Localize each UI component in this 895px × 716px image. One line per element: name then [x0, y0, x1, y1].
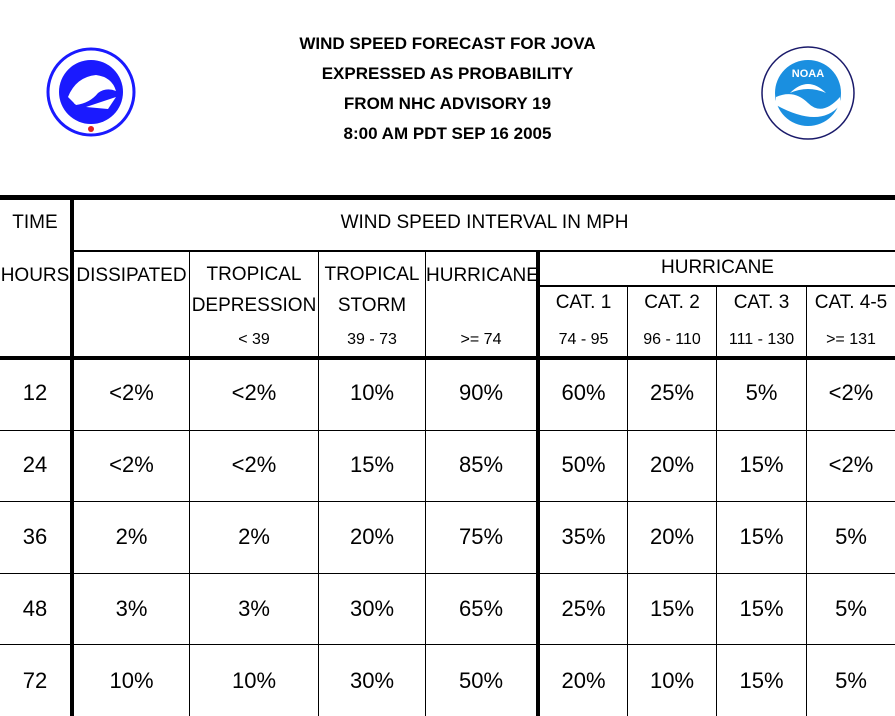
header-interval: WIND SPEED INTERVAL IN MPH [340, 212, 629, 233]
table-cell-probability: 3% [238, 596, 270, 621]
table-cell-probability: 5% [745, 380, 778, 405]
table-cell-hours: 36 [22, 524, 48, 549]
table-cell-probability: 20% [349, 524, 395, 549]
header-ts-line1: TROPICAL [324, 264, 420, 285]
header-bottom-border [0, 356, 895, 360]
noaa-logo-text: NOAA [792, 68, 824, 80]
table-cell-probability: 2% [238, 524, 270, 549]
table-cell-probability: 60% [561, 380, 606, 405]
noaa-logo: NOAA [761, 46, 855, 140]
table-cell-probability: 15% [739, 524, 784, 549]
table-cell-probability: 3% [115, 596, 148, 621]
column-divider-5 [627, 285, 628, 716]
table-cell-probability: 15% [349, 452, 395, 477]
table-cell-probability: 10% [109, 668, 154, 693]
column-divider-1 [189, 250, 190, 716]
table-cell-probability: 15% [739, 668, 784, 693]
table-cell-probability: 2% [115, 524, 148, 549]
title-line-2: EXPRESSED AS PROBABILITY [321, 64, 574, 83]
table-cell-probability: <2% [828, 380, 874, 405]
row-divider-2 [0, 501, 895, 502]
header-time: TIME [12, 212, 58, 233]
table-cell-probability: 50% [458, 668, 504, 693]
header-hours: HOURS [0, 265, 70, 286]
header-hurricane: HURRICANE [426, 265, 539, 286]
table-cell-hours: 72 [22, 668, 48, 693]
header-td-range: < 39 [238, 331, 270, 348]
table-cell-probability: 10% [349, 380, 395, 405]
column-divider-7 [806, 285, 807, 716]
table-cell-hours: 24 [22, 452, 48, 477]
column-divider-2 [318, 250, 319, 716]
table-cell-probability: 65% [458, 596, 504, 621]
table-cell-probability: 50% [561, 452, 606, 477]
hurricane-group-border [536, 250, 540, 716]
column-divider-6 [716, 285, 717, 716]
row-divider-1 [0, 430, 895, 431]
table-cell-probability: 15% [649, 596, 695, 621]
title-line-3: FROM NHC ADVISORY 19 [343, 94, 552, 113]
table-cell-probability: 90% [458, 380, 504, 405]
table-cell-probability: 15% [739, 596, 784, 621]
table-cell-probability: <2% [231, 380, 277, 405]
header-cat45: CAT. 4-5 [814, 292, 888, 313]
header-cat1-range: 74 - 95 [558, 331, 609, 348]
table-cell-probability: 30% [349, 596, 395, 621]
nws-logo [46, 47, 136, 137]
header-td-line2: DEPRESSION [191, 295, 317, 316]
header-cat2: CAT. 2 [644, 292, 700, 313]
table-cell-probability: 20% [649, 452, 695, 477]
table-cell-probability: 15% [739, 452, 784, 477]
header-hurricane-group: HURRICANE [661, 257, 774, 278]
table-cell-probability: <2% [109, 380, 154, 405]
table-cell-probability: 5% [835, 524, 867, 549]
table-cell-probability: <2% [109, 452, 154, 477]
header-cat1: CAT. 1 [555, 292, 612, 313]
header-td-line1: TROPICAL [206, 264, 302, 285]
table-cell-hours: 48 [22, 596, 48, 621]
column-divider-3 [425, 250, 426, 716]
row-divider-3 [0, 573, 895, 574]
table-cell-probability: <2% [231, 452, 277, 477]
header-cat45-range: >= 131 [826, 331, 876, 348]
table-cell-probability: 20% [649, 524, 695, 549]
table-cell-probability: <2% [828, 452, 874, 477]
title-line-4: 8:00 AM PDT SEP 16 2005 [343, 124, 552, 143]
row-divider-4 [0, 644, 895, 645]
header-ts-range: 39 - 73 [347, 331, 397, 348]
time-column-border [70, 195, 74, 716]
table-cell-probability: 5% [835, 596, 867, 621]
header-ts-line2: STORM [337, 295, 407, 316]
header-cat3-range: 111 - 130 [728, 331, 795, 348]
header-hurricane-range: >= 74 [460, 331, 502, 348]
table-cell-probability: 30% [349, 668, 395, 693]
header-cat3: CAT. 3 [733, 292, 790, 313]
header-cat2-range: 96 - 110 [643, 331, 701, 348]
table-cell-probability: 75% [458, 524, 504, 549]
title-line-1: WIND SPEED FORECAST FOR JOVA [299, 34, 596, 53]
header-divider [73, 250, 895, 252]
table-cell-probability: 35% [561, 524, 606, 549]
table-cell-probability: 20% [561, 668, 606, 693]
table-cell-probability: 10% [231, 668, 277, 693]
table-cell-probability: 85% [458, 452, 504, 477]
table-top-border [0, 195, 895, 200]
table-cell-probability: 25% [649, 380, 695, 405]
table-cell-hours: 12 [22, 380, 48, 405]
table-cell-probability: 5% [835, 668, 867, 693]
table-cell-probability: 10% [649, 668, 695, 693]
header-dissipated: DISSIPATED [76, 265, 187, 286]
table-cell-probability: 25% [561, 596, 606, 621]
